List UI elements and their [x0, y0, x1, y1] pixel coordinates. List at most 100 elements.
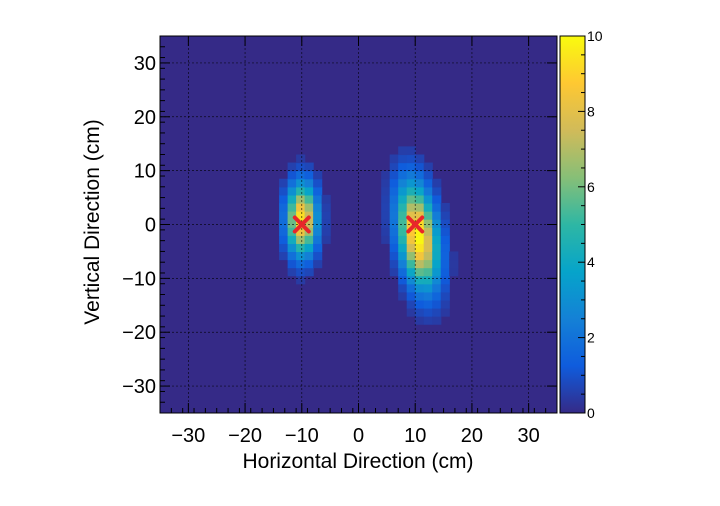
heatmap-cell [287, 267, 297, 277]
colorbar-ticks [578, 35, 585, 414]
heatmap-cell [423, 219, 433, 228]
heatmap-cells [279, 146, 459, 325]
heatmap-cell [440, 267, 450, 277]
heatmap-cell [432, 275, 442, 285]
y-tick-label: −20 [122, 322, 156, 344]
heatmap-cell [423, 202, 433, 212]
heatmap-cell [296, 194, 306, 204]
heatmap-cell [279, 194, 289, 204]
heatmap-cell [432, 202, 442, 212]
heatmap-cell [389, 170, 399, 180]
colorbar-tick-label: 2 [587, 330, 595, 346]
heatmap-cell [398, 251, 408, 261]
heatmap-cell [321, 202, 331, 212]
heatmap-cell [415, 162, 425, 172]
heatmap-cell [287, 243, 297, 253]
heatmap-cell [406, 235, 416, 244]
heatmap-cell [432, 194, 442, 204]
plot-area [159, 35, 558, 414]
heatmap-cell [304, 267, 314, 277]
colorbar-tick-labels: 0 2 4 6 8 10 [587, 28, 603, 421]
heatmap-cell [415, 202, 425, 212]
heatmap-cell [381, 211, 391, 220]
source-marker [406, 215, 425, 234]
heatmap-cell [304, 178, 314, 188]
y-tick-label: 30 [134, 53, 156, 75]
heatmap-cell [304, 251, 314, 261]
heatmap-cell [287, 259, 297, 269]
x-tick-label: 20 [461, 425, 483, 447]
heatmap-cell [313, 170, 323, 180]
heatmap-cell [296, 186, 306, 196]
heatmap-cell [406, 211, 416, 220]
heatmap-cell [449, 251, 459, 261]
heatmap-cell [313, 219, 323, 228]
heatmap-cell [296, 251, 306, 261]
heatmap-cell [440, 275, 450, 285]
heatmap-cell [415, 307, 425, 317]
x-axis-tick-labels: −30 −20 −10 0 10 20 30 [171, 425, 539, 447]
colorbar-tick-label: 4 [587, 254, 595, 270]
heatmap-cell [432, 243, 442, 253]
heatmap-cell [296, 202, 306, 212]
heatmap-cell [415, 219, 425, 228]
x-tick-label: −30 [171, 425, 205, 447]
heatmap-cell [321, 194, 331, 204]
heatmap-cell [296, 211, 306, 220]
colorbar-tick-label: 8 [587, 103, 595, 119]
heatmap-cell [287, 235, 297, 244]
heatmap-cell [381, 186, 391, 196]
heatmap-cell [406, 291, 416, 301]
heatmap-cell [381, 202, 391, 212]
heatmap-cell [304, 243, 314, 253]
heatmap-cell [389, 267, 399, 277]
heatmap-cell [423, 283, 433, 293]
heatmap-cell [415, 291, 425, 301]
y-tick-label: 20 [134, 107, 156, 129]
heatmap-cell [313, 251, 323, 261]
heatmap-cell [440, 251, 450, 261]
x-tick-label: 10 [404, 425, 426, 447]
heatmap-cell [415, 235, 425, 244]
heatmap-cell [423, 178, 433, 188]
heatmap-cell [279, 227, 289, 236]
heatmap-cell [406, 275, 416, 285]
heatmap-cell [287, 202, 297, 212]
heatmap-cell [287, 194, 297, 204]
heatmap-cell [406, 186, 416, 196]
marker-stroke [406, 215, 425, 234]
heatmap-cell [415, 299, 425, 309]
heatmap-cell [304, 219, 314, 228]
x-axis-title: Horizontal Direction (cm) [242, 450, 473, 473]
heatmap-cell [279, 202, 289, 212]
x-tick-label: 30 [518, 425, 540, 447]
heatmap-cell [279, 186, 289, 196]
heatmap-cell [415, 316, 425, 325]
heatmap-cell [389, 227, 399, 236]
heatmap-cell [389, 251, 399, 261]
heatmap-cell [313, 227, 323, 236]
heatmap-cell [423, 162, 433, 172]
x-tick-label: 0 [353, 425, 364, 447]
heatmap-cell [321, 235, 331, 244]
heatmap-cell [389, 235, 399, 244]
y-axis-title: Vertical Direction (cm) [81, 119, 104, 324]
heatmap-cell [440, 235, 450, 244]
heatmap-cell [321, 211, 331, 220]
heatmap-cell [398, 243, 408, 253]
heatmap-cell [423, 235, 433, 244]
y-tick-label: −10 [122, 268, 156, 290]
heatmap-cell [423, 299, 433, 309]
colorbar: 0 2 4 6 8 10 [559, 28, 603, 421]
heatmap-cell [440, 307, 450, 317]
source-markers [292, 215, 425, 234]
heatmap-cell [398, 291, 408, 301]
heatmap-cell [398, 275, 408, 285]
heatmap-cell [296, 235, 306, 244]
heatmap-cell [415, 211, 425, 220]
heatmap-cell [279, 243, 289, 253]
heatmap-cell [389, 243, 399, 253]
heatmap-cell [389, 194, 399, 204]
y-axis-tick-labels: 30 20 10 0 −10 −20 −30 [122, 53, 156, 398]
